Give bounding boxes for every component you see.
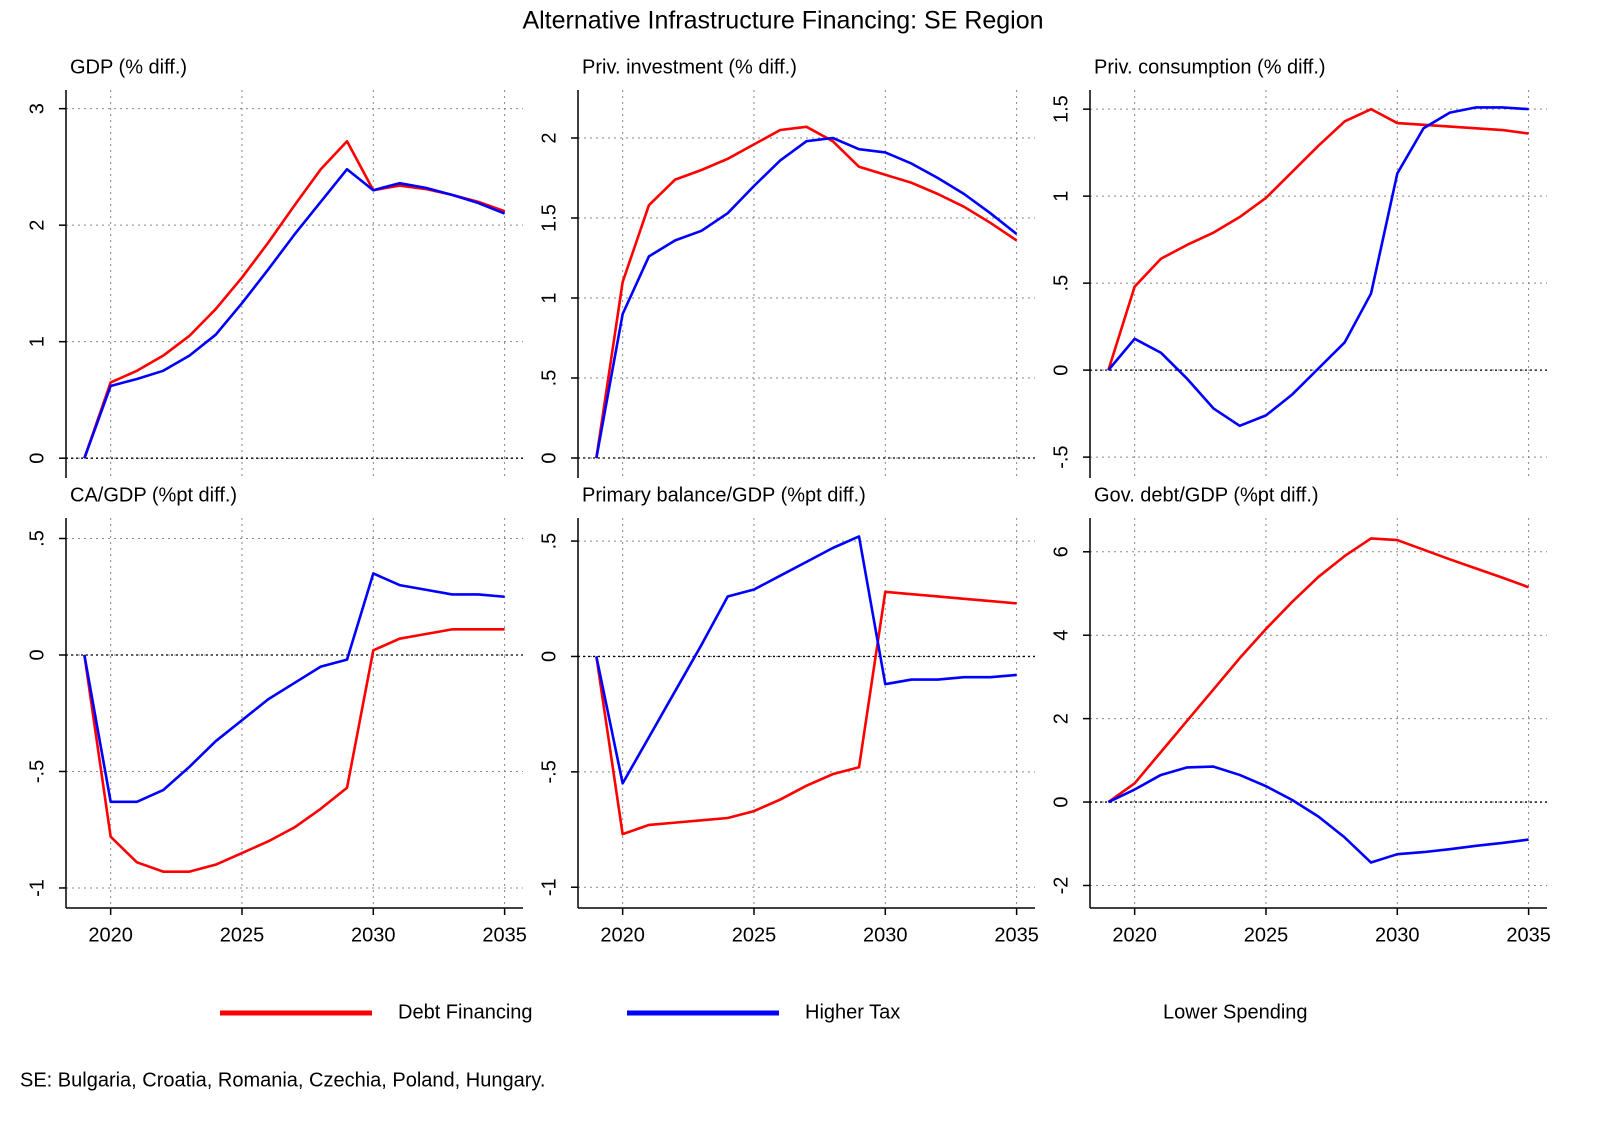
y-tick-label: 0 <box>26 649 48 660</box>
x-tick-label: 2035 <box>1506 924 1551 946</box>
data-line <box>595 590 1017 836</box>
y-tick-label: 6 <box>1050 546 1072 557</box>
x-tick-label: 2030 <box>1375 924 1420 946</box>
y-tick-label: .5 <box>1050 275 1072 292</box>
data-line <box>1107 765 1529 864</box>
x-tick-label: 2025 <box>1244 924 1289 946</box>
x-tick-label: 2020 <box>88 924 133 946</box>
data-line <box>1107 537 1530 804</box>
data-line <box>83 628 505 873</box>
y-tick-label: 0 <box>538 452 560 463</box>
data-line <box>595 535 1017 785</box>
y-tick-label: .5 <box>538 370 560 387</box>
legend-label: Lower Spending <box>1163 1001 1308 1023</box>
x-tick-label: 2020 <box>600 924 645 946</box>
x-tick-label: 2035 <box>482 924 527 946</box>
panel-title: CA/GDP (%pt diff.) <box>70 484 237 506</box>
y-tick-label: 2 <box>26 220 48 231</box>
y-tick-label: 1.5 <box>1050 95 1072 123</box>
legend-label: Higher Tax <box>805 1001 900 1023</box>
x-tick-label: 2030 <box>351 924 396 946</box>
y-tick-label: .5 <box>538 533 560 550</box>
y-tick-label: 1 <box>26 336 48 347</box>
y-tick-label: 1.5 <box>538 204 560 232</box>
y-tick-label: 2 <box>538 132 560 143</box>
x-tick-label: 2030 <box>863 924 908 946</box>
data-line <box>83 572 505 804</box>
panel-title: GDP (% diff.) <box>70 56 187 78</box>
y-tick-label: 0 <box>538 651 560 662</box>
data-line <box>83 139 506 459</box>
data-line <box>1107 106 1529 428</box>
panel-title: Priv. investment (% diff.) <box>582 56 797 78</box>
y-tick-label: 0 <box>26 453 48 464</box>
y-tick-label: -2 <box>1050 877 1072 895</box>
data-line <box>595 125 1018 459</box>
x-tick-label: 2025 <box>732 924 777 946</box>
data-line <box>595 136 1018 459</box>
y-tick-label: .5 <box>26 530 48 547</box>
x-tick-label: 2025 <box>220 924 265 946</box>
note: SE: Bulgaria, Croatia, Romania, Czechia,… <box>20 1069 545 1091</box>
y-tick-label: 0 <box>1050 796 1072 807</box>
y-tick-label: 0 <box>1050 365 1072 376</box>
legend-label: Debt Financing <box>398 1001 533 1023</box>
y-tick-label: -1 <box>538 878 560 896</box>
x-tick-label: 2035 <box>994 924 1039 946</box>
y-tick-label: -.5 <box>538 760 560 783</box>
y-tick-label: -.5 <box>1050 445 1072 468</box>
y-tick-label: 4 <box>1050 630 1072 641</box>
panel-title: Gov. debt/GDP (%pt diff.) <box>1094 484 1319 506</box>
data-line <box>83 167 506 459</box>
x-tick-label: 2020 <box>1112 924 1157 946</box>
data-line <box>1107 107 1529 371</box>
y-tick-label: 1 <box>538 292 560 303</box>
y-tick-label: -1 <box>26 879 48 897</box>
chart-title: Alternative Infrastructure Financing: SE… <box>522 7 1043 35</box>
panel-title: Priv. consumption (% diff.) <box>1094 56 1326 78</box>
y-tick-label: 2 <box>1050 713 1072 724</box>
y-tick-label: -.5 <box>26 760 48 783</box>
y-tick-label: 3 <box>26 103 48 114</box>
panel-title: Primary balance/GDP (%pt diff.) <box>582 484 866 506</box>
y-tick-label: 1 <box>1050 191 1072 202</box>
